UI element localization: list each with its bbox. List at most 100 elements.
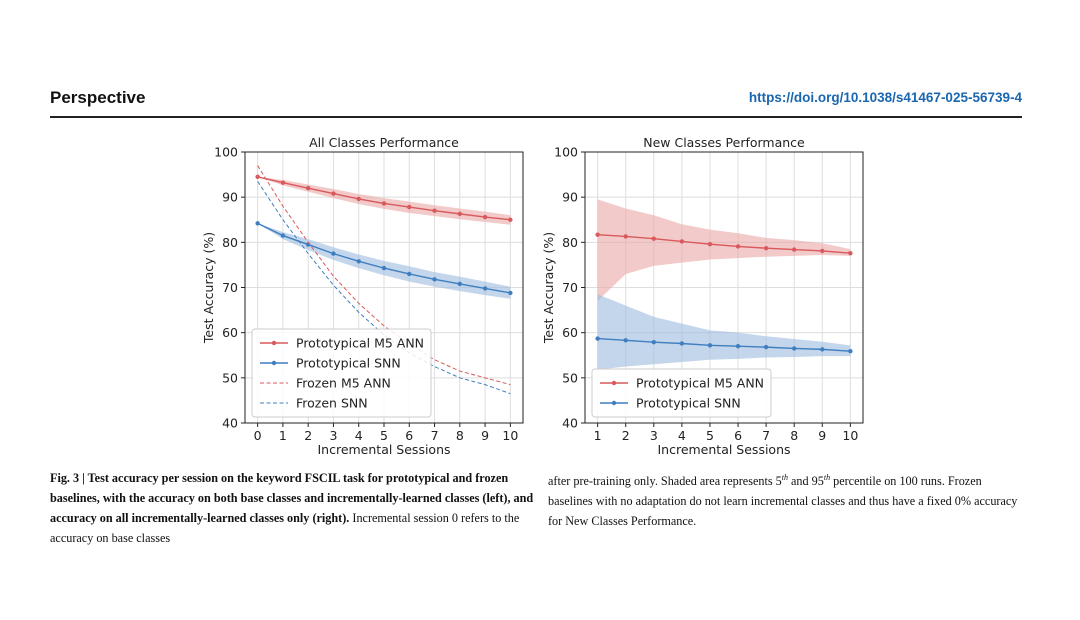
- c0-legend-box: [251, 328, 432, 418]
- c0-xtick-label-0: 0: [254, 428, 262, 443]
- c1-ytick-label-50: 50: [562, 370, 578, 385]
- c0-point-prototypical-snn-6: [407, 271, 412, 277]
- c0-point-prototypical-m5-ann-7: [432, 208, 437, 213]
- c1-point-prototypical-snn-9: [820, 347, 825, 352]
- c0-point-prototypical-m5-ann-0: [255, 174, 260, 180]
- c0-y-axis-label: Test Accuracy (%): [201, 232, 216, 344]
- c0-ytick-label-100: 100: [214, 145, 238, 160]
- c1-xtick-label-2: 2: [622, 428, 630, 443]
- c0-point-prototypical-m5-ann-6: [407, 204, 412, 210]
- c1-ytick-label-90: 90: [562, 190, 578, 205]
- c1-point-prototypical-snn-4: [679, 341, 685, 346]
- c0-chart-title: All Classes Performance: [309, 135, 459, 150]
- c0-point-prototypical-m5-ann-5: [381, 201, 387, 206]
- c0-point-prototypical-m5-ann-2: [305, 185, 311, 191]
- c0-legend-marker-prototypical-snn: [271, 360, 277, 366]
- c1-xtick-label-10: 10: [842, 428, 858, 443]
- c0-ytick-label-70: 70: [222, 280, 238, 295]
- c0-point-prototypical-m5-ann-9: [482, 214, 488, 220]
- chart-new-classes: 40 50 60 70 80 90 100 1 2 3 4 5 6 7 8 9 10 New Classes Pe…: [535, 130, 875, 460]
- figure-caption-right: after pre-training only. Shaded area rep…: [548, 468, 1028, 531]
- c0-legend-label-prototypical-snn: Prototypical SNN: [296, 356, 401, 371]
- c0-point-prototypical-snn-8: [457, 281, 463, 287]
- c1-point-prototypical-m5-ann-10: [848, 250, 853, 256]
- c1-point-prototypical-m5-ann-2: [623, 234, 628, 239]
- c1-line-prototypical-m5-ann: [597, 233, 851, 254]
- c0-point-prototypical-m5-ann-3: [331, 191, 336, 196]
- c1-point-prototypical-m5-ann-3: [651, 236, 656, 241]
- c1-point-prototypical-snn-1: [595, 336, 600, 341]
- caption-text-a: after pre-training only. Shaded area rep…: [548, 474, 782, 489]
- c1-point-prototypical-snn-5: [707, 343, 713, 348]
- c1-line-prototypical-snn: [597, 337, 851, 352]
- c1-legend-marker-prototypical-snn: [611, 400, 617, 406]
- c1-x-axis-label: Incremental Sessions: [657, 442, 790, 457]
- c1-chart-title: New Classes Performance: [643, 135, 805, 150]
- c0-legend-marker-prototypical-m5-ann: [271, 340, 277, 346]
- caption-bold: Fig. 3 | Test accuracy per session on th…: [50, 471, 534, 525]
- caption-sup-1: th: [781, 473, 788, 482]
- c0-legend-label-frozen-m5-ann: Frozen M5 ANN: [296, 376, 391, 391]
- c0-xtick-label-2: 2: [304, 428, 312, 443]
- c0-point-prototypical-m5-ann-1: [280, 180, 286, 185]
- c1-legend-box: [591, 368, 772, 418]
- c0-xtick-label-9: 9: [481, 428, 489, 443]
- caption-text: Incremental session 0 refers to the accu…: [50, 511, 520, 545]
- c1-point-prototypical-snn-7: [763, 344, 769, 350]
- c0-point-prototypical-m5-ann-10: [508, 217, 513, 222]
- c1-point-prototypical-snn-2: [623, 338, 628, 343]
- c1-xtick-label-5: 5: [706, 428, 714, 443]
- c1-ytick-label-60: 60: [562, 325, 578, 340]
- c1-legend-marker-prototypical-m5-ann: [611, 380, 617, 386]
- c0-point-prototypical-snn-4: [356, 259, 361, 264]
- c0-xtick-label-7: 7: [431, 428, 439, 443]
- c0-ytick-label-80: 80: [222, 235, 238, 250]
- c1-point-prototypical-m5-ann-1: [595, 232, 600, 237]
- c0-ytick-label-40: 40: [222, 416, 238, 431]
- c0-band-prototypical-snn: [257, 223, 511, 299]
- c1-point-prototypical-snn-10: [848, 348, 853, 354]
- c1-legend-label-prototypical-m5-ann: Prototypical M5 ANN: [636, 376, 764, 391]
- doi-link[interactable]: https://doi.org/10.1038/s41467-025-56739…: [748, 90, 1022, 105]
- figure-caption-left: Fig. 3 | Test accuracy per session on th…: [50, 468, 535, 548]
- page-header: Perspective https://doi.org/10.1038/s414…: [50, 88, 1022, 118]
- chart-new-classes-svg: 40 50 60 70 80 90 100 1 2 3 4 5 6 7 8 9 10 New Classes Pe…: [541, 135, 864, 457]
- section-title: Perspective: [50, 88, 146, 107]
- c0-point-prototypical-snn-5: [381, 265, 387, 271]
- c0-point-prototypical-snn-7: [432, 277, 437, 282]
- c0-point-prototypical-snn-0: [255, 221, 260, 226]
- c1-point-prototypical-m5-ann-5: [707, 241, 713, 247]
- c0-xtick-label-3: 3: [329, 428, 337, 443]
- c0-x-axis-label: Incremental Sessions: [317, 442, 450, 457]
- c0-xtick-label-1: 1: [279, 428, 287, 443]
- c0-point-prototypical-snn-1: [280, 233, 286, 238]
- c1-point-prototypical-m5-ann-7: [763, 246, 769, 251]
- chart-all-classes: 40 50 60 70 80 90 100 0 1 2 3 4 5 6 7 8 9 10 All Classes P…: [195, 130, 535, 460]
- c0-line-frozen-snn: [257, 181, 511, 395]
- c1-point-prototypical-snn-6: [735, 344, 741, 349]
- c1-point-prototypical-m5-ann-4: [679, 239, 685, 244]
- c1-band-prototypical-m5-ann: [597, 199, 851, 302]
- c0-ytick-label-60: 60: [222, 325, 238, 340]
- c0-point-prototypical-snn-9: [482, 286, 488, 291]
- c1-point-prototypical-m5-ann-6: [735, 244, 741, 249]
- c0-point-prototypical-m5-ann-4: [356, 196, 361, 202]
- c1-ytick-label-80: 80: [562, 235, 578, 250]
- c0-xtick-label-6: 6: [405, 428, 413, 443]
- c0-legend-label-prototypical-m5-ann: Prototypical M5 ANN: [296, 336, 424, 351]
- c1-xtick-label-6: 6: [734, 428, 742, 443]
- c0-ytick-label-90: 90: [222, 190, 238, 205]
- c0-xtick-label-4: 4: [355, 428, 363, 443]
- c0-ytick-label-50: 50: [222, 370, 238, 385]
- c0-point-prototypical-m5-ann-8: [457, 211, 463, 217]
- c1-ytick-label-70: 70: [562, 280, 578, 295]
- c0-xtick-label-10: 10: [502, 428, 518, 443]
- c1-ytick-label-40: 40: [562, 416, 578, 431]
- c1-point-prototypical-m5-ann-8: [792, 247, 797, 252]
- caption-sup-2: th: [823, 473, 831, 482]
- caption-text-c: percentile on 100 runs. Frozen baselines…: [548, 474, 1018, 529]
- c1-xtick-label-1: 1: [594, 428, 602, 443]
- c0-legend-label-frozen-snn: Frozen SNN: [296, 396, 368, 411]
- c1-point-prototypical-snn-3: [651, 339, 656, 345]
- c1-xtick-label-3: 3: [650, 428, 658, 443]
